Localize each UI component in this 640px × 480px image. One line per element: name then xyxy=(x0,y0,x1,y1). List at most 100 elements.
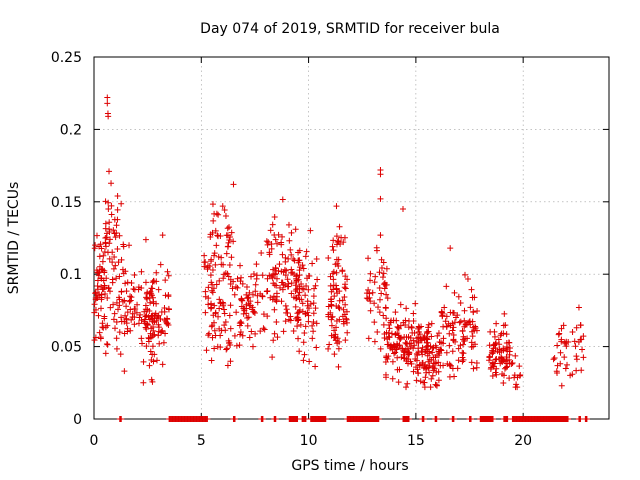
data-point xyxy=(335,237,342,244)
data-point xyxy=(413,377,420,384)
data-point xyxy=(443,349,450,356)
data-point xyxy=(558,382,565,389)
data-point xyxy=(371,300,378,307)
data-point xyxy=(221,306,228,313)
data-point xyxy=(250,270,257,277)
data-point xyxy=(468,339,475,346)
data-point xyxy=(464,335,471,342)
data-point xyxy=(426,369,433,376)
data-point xyxy=(414,352,421,359)
data-point xyxy=(240,310,247,317)
data-point xyxy=(259,272,266,279)
data-point xyxy=(330,286,337,293)
data-point xyxy=(208,256,215,263)
data-point xyxy=(111,310,118,317)
data-point xyxy=(202,288,209,295)
data-point xyxy=(102,220,109,227)
data-point xyxy=(460,333,467,340)
data-point xyxy=(459,349,466,356)
data-point xyxy=(221,271,228,278)
data-point xyxy=(98,275,105,282)
data-point xyxy=(554,362,561,369)
data-point xyxy=(500,322,507,329)
data-point xyxy=(217,344,224,351)
data-point xyxy=(214,232,221,239)
data-point xyxy=(330,276,337,283)
data-point xyxy=(264,313,271,320)
data-point xyxy=(112,234,119,241)
data-point xyxy=(147,348,154,355)
data-point xyxy=(267,294,274,301)
data-point xyxy=(404,380,411,387)
data-point xyxy=(96,291,103,298)
data-point xyxy=(92,289,99,296)
data-point xyxy=(474,307,481,314)
data-point xyxy=(284,310,291,317)
data-point xyxy=(561,354,568,361)
data-point xyxy=(414,366,421,373)
data-point xyxy=(280,328,287,335)
data-point xyxy=(421,384,428,391)
data-point xyxy=(380,321,387,328)
data-point xyxy=(252,330,259,337)
data-point xyxy=(462,271,468,278)
data-point xyxy=(298,296,305,303)
data-point xyxy=(154,314,161,321)
data-point xyxy=(450,337,457,344)
data-point xyxy=(238,295,245,302)
axis-ticks xyxy=(93,56,609,420)
data-point xyxy=(205,284,212,291)
data-point xyxy=(109,249,116,256)
data-point xyxy=(433,382,440,389)
data-point xyxy=(333,318,340,325)
data-point xyxy=(288,251,295,258)
data-point xyxy=(461,337,468,344)
data-point xyxy=(490,416,497,422)
data-point xyxy=(165,272,172,279)
data-point xyxy=(306,358,313,365)
data-point xyxy=(264,241,271,248)
data-point xyxy=(130,286,137,293)
data-point xyxy=(344,329,351,336)
data-point xyxy=(440,340,447,347)
data-point xyxy=(116,273,123,280)
data-point xyxy=(99,258,106,265)
data-point xyxy=(391,350,398,357)
data-point xyxy=(92,242,99,249)
data-point xyxy=(271,213,278,220)
data-point xyxy=(342,273,349,280)
data-point xyxy=(378,290,385,297)
data-point xyxy=(101,282,108,289)
data-point xyxy=(129,313,136,320)
data-point xyxy=(389,358,396,365)
data-point xyxy=(149,279,156,286)
data-point xyxy=(386,325,393,332)
data-point xyxy=(456,319,463,326)
data-point xyxy=(105,205,112,212)
data-point xyxy=(207,234,214,241)
data-point xyxy=(107,288,114,295)
data-point xyxy=(138,268,145,275)
data-point xyxy=(376,284,383,291)
data-point xyxy=(271,306,278,313)
data-point xyxy=(202,309,209,316)
data-point xyxy=(392,309,399,316)
data-point xyxy=(573,367,580,374)
data-point xyxy=(126,242,133,249)
data-point xyxy=(270,337,277,344)
data-point xyxy=(124,328,131,335)
data-point xyxy=(333,233,340,240)
data-point xyxy=(215,211,222,218)
data-point xyxy=(148,376,155,383)
data-point xyxy=(259,416,266,422)
data-point xyxy=(402,339,409,346)
data-point xyxy=(104,94,111,101)
data-point xyxy=(270,266,277,273)
data-point xyxy=(421,336,428,343)
data-point xyxy=(229,285,236,292)
data-point xyxy=(336,223,343,230)
data-point xyxy=(116,302,123,309)
data-point xyxy=(97,305,104,312)
data-point xyxy=(121,318,128,325)
data-point xyxy=(340,306,347,313)
